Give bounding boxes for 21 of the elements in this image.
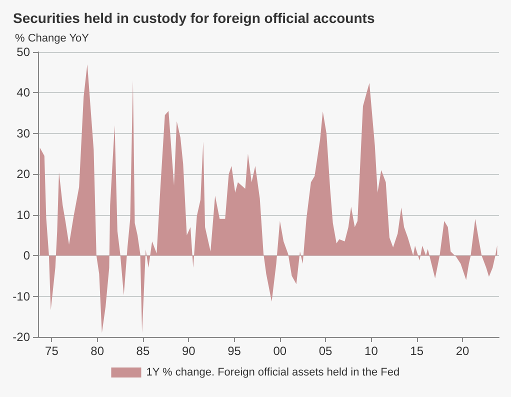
y-tick-label: -20 (12, 330, 30, 344)
x-tick-label: 05 (318, 344, 333, 358)
x-tick-label: 85 (136, 344, 150, 358)
x-tick-label: 90 (182, 344, 196, 358)
y-tick-label: 10 (16, 208, 30, 222)
x-tick-label: 95 (228, 344, 242, 358)
y-tick-label: -10 (12, 289, 30, 304)
x-tick-label: 75 (45, 344, 59, 358)
chart-title: Securities held in custody for foreign official accounts (13, 10, 375, 26)
y-tick-label: 40 (16, 86, 30, 100)
x-tick-label: 10 (364, 344, 378, 358)
x-tick-label: 00 (273, 344, 287, 358)
y-tick-label: 50 (16, 45, 30, 59)
y-tick-label: 0 (23, 248, 30, 263)
y-tick-label: 30 (16, 126, 30, 140)
x-tick-label: 15 (410, 344, 424, 358)
y-tick-label: 20 (16, 167, 30, 182)
x-tick-label: 80 (90, 344, 104, 358)
legend-label: 1Y % change. Foreign official assets held in the Fed (146, 366, 400, 378)
x-tick-label: 20 (456, 344, 470, 358)
chart-subtitle: % Change YoY (15, 32, 90, 44)
